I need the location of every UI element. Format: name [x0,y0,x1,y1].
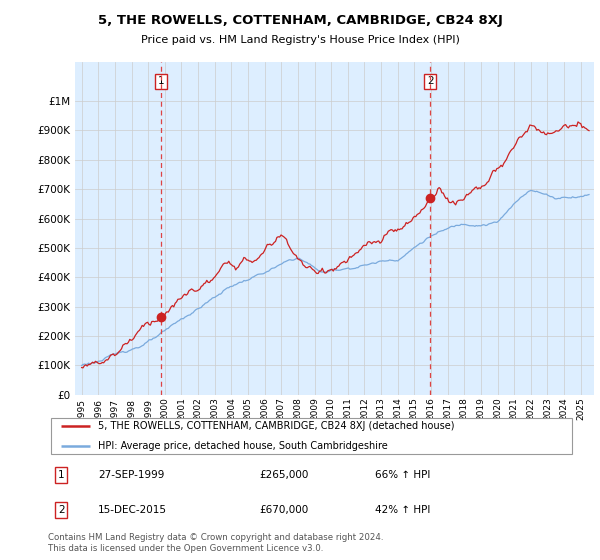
Text: 5, THE ROWELLS, COTTENHAM, CAMBRIDGE, CB24 8XJ: 5, THE ROWELLS, COTTENHAM, CAMBRIDGE, CB… [98,14,502,27]
Text: £670,000: £670,000 [259,505,308,515]
Text: Price paid vs. HM Land Registry's House Price Index (HPI): Price paid vs. HM Land Registry's House … [140,35,460,45]
Text: 15-DEC-2015: 15-DEC-2015 [98,505,167,515]
Text: 2: 2 [58,505,65,515]
Text: £265,000: £265,000 [259,470,308,480]
Text: 66% ↑ HPI: 66% ↑ HPI [376,470,431,480]
Text: 2: 2 [427,76,434,86]
Text: 1: 1 [157,76,164,86]
Text: HPI: Average price, detached house, South Cambridgeshire: HPI: Average price, detached house, Sout… [98,441,388,451]
Text: 1: 1 [58,470,65,480]
Text: 5, THE ROWELLS, COTTENHAM, CAMBRIDGE, CB24 8XJ (detached house): 5, THE ROWELLS, COTTENHAM, CAMBRIDGE, CB… [98,421,455,431]
Text: Contains HM Land Registry data © Crown copyright and database right 2024.
This d: Contains HM Land Registry data © Crown c… [48,533,383,553]
Text: 42% ↑ HPI: 42% ↑ HPI [376,505,431,515]
Text: 27-SEP-1999: 27-SEP-1999 [98,470,164,480]
FancyBboxPatch shape [50,418,572,454]
